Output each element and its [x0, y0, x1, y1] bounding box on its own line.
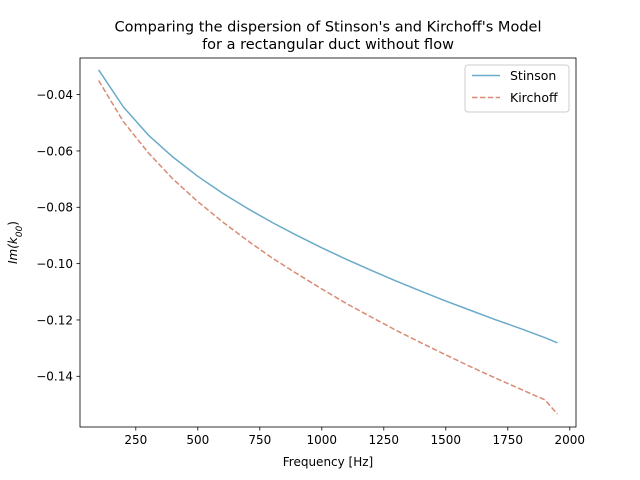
x-tick-label: 1000 [307, 433, 338, 447]
y-tick-label: −0.10 [36, 257, 73, 271]
chart-title: Comparing the dispersion of Stinson's an… [115, 20, 542, 36]
y-tick-label: −0.04 [36, 88, 73, 102]
y-axis: −0.04 −0.06 −0.08 −0.10 −0.12 −0.14 [36, 88, 80, 384]
x-tick-label: 250 [124, 433, 147, 447]
plot-area [79, 57, 577, 428]
x-axis: 250 500 750 1000 1250 1500 1750 2000 [124, 427, 585, 447]
x-tick-label: 1750 [493, 433, 524, 447]
chart-subtitle: for a rectangular duct without flow [202, 37, 454, 53]
x-tick-label: 750 [248, 433, 271, 447]
y-tick-label: −0.06 [36, 144, 73, 158]
y-tick-label: −0.12 [36, 313, 73, 327]
x-axis-label: Frequency [Hz] [283, 455, 374, 469]
x-tick-label: 2000 [555, 433, 586, 447]
y-tick-label: −0.14 [36, 370, 73, 384]
y-axis-label: Im(k00) [6, 221, 25, 264]
legend: Stinson Kirchoff [464, 64, 570, 113]
series-line-kirchoff [97, 80, 558, 415]
legend-label-kirchoff: Kirchoff [510, 90, 558, 105]
axes-frame [79, 57, 577, 428]
series-line-stinson [97, 69, 558, 344]
y-axis-label-suffix: ) [6, 221, 20, 226]
x-tick-label: 500 [186, 433, 209, 447]
x-tick-label: 1500 [431, 433, 462, 447]
legend-label-stinson: Stinson [510, 68, 556, 83]
y-axis-label-subscript: 00 [15, 225, 25, 237]
y-axis-label-prefix: Im(k [6, 236, 20, 264]
y-tick-label: −0.08 [36, 201, 73, 215]
x-tick-label: 1250 [369, 433, 400, 447]
series-layer [97, 69, 558, 415]
legend-box [464, 64, 570, 113]
